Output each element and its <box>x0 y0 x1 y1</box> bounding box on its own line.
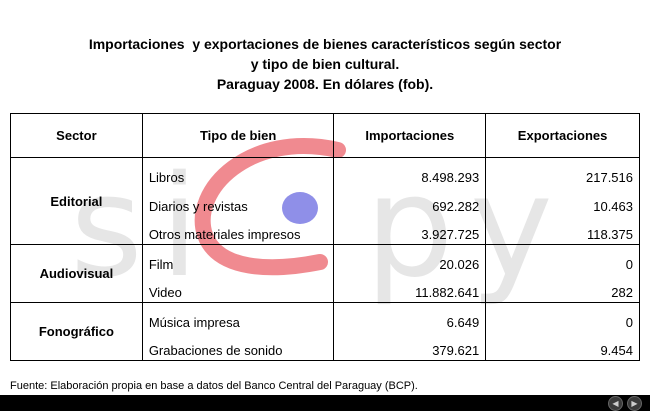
cell-exportaciones: 282 <box>485 273 640 303</box>
cell-tipo: Film <box>141 244 335 274</box>
table-row: Grabaciones de sonido 379.621 9.454 <box>11 331 640 361</box>
cell-importaciones: 379.621 <box>333 331 487 361</box>
table-row: Audiovisual Film 20.026 0 <box>10 244 640 303</box>
cell-tipo: Video <box>141 273 335 303</box>
title-line-2: y tipo de bien cultural. <box>250 56 400 72</box>
cell-importaciones: 11.882.641 <box>333 273 487 303</box>
cell-tipo: Libros <box>141 157 335 187</box>
sector-audiovisual: Audiovisual <box>10 244 143 303</box>
cell-importaciones: 692.282 <box>333 186 487 216</box>
table-row: Editorial Libros 8.498.293 217.516 <box>10 157 640 245</box>
header-importaciones: Importaciones <box>333 113 487 158</box>
table-row: Fonográfico Música impresa 6.649 0 <box>10 302 640 361</box>
next-slide-icon[interactable]: ▶ <box>627 396 642 411</box>
table-header-row: Sector Tipo de bien Importaciones Export… <box>10 113 640 158</box>
cell-exportaciones: 217.516 <box>485 157 640 187</box>
cell-importaciones: 20.026 <box>333 244 487 274</box>
prev-slide-icon[interactable]: ◀ <box>608 396 623 411</box>
cell-exportaciones: 0 <box>485 302 640 332</box>
cell-importaciones: 3.927.725 <box>333 215 487 245</box>
cell-importaciones: 8.498.293 <box>333 157 487 187</box>
cell-exportaciones: 10.463 <box>485 186 640 216</box>
slide-bottom-bar <box>0 395 650 411</box>
cell-tipo: Grabaciones de sonido <box>141 331 335 361</box>
source-note: Fuente: Elaboración propia en base a dat… <box>10 380 418 392</box>
title-line-3: Paraguay 2008. En dólares (fob). <box>216 76 434 92</box>
cell-exportaciones: 9.454 <box>485 331 640 361</box>
cell-tipo: Música impresa <box>141 302 335 332</box>
sector-editorial: Editorial <box>10 157 143 245</box>
cell-tipo: Otros materiales impresos <box>141 215 335 245</box>
header-tipo: Tipo de bien <box>141 113 335 158</box>
document-title: Importaciones y exportaciones de bienes … <box>0 34 650 94</box>
sector-fonografico: Fonográfico <box>10 302 143 361</box>
title-line-1: Importaciones y exportaciones de bienes … <box>88 36 562 52</box>
header-sector: Sector <box>10 113 143 158</box>
cell-importaciones: 6.649 <box>333 302 487 332</box>
table-row: Video 11.882.641 282 <box>11 273 640 303</box>
header-exportaciones: Exportaciones <box>485 113 640 158</box>
cell-exportaciones: 0 <box>485 244 640 274</box>
slide-navigation: ◀ ▶ <box>608 396 642 411</box>
cell-exportaciones: 118.375 <box>485 215 640 245</box>
cell-tipo: Diarios y revistas <box>141 186 335 216</box>
trade-table: Sector Tipo de bien Importaciones Export… <box>10 113 640 361</box>
